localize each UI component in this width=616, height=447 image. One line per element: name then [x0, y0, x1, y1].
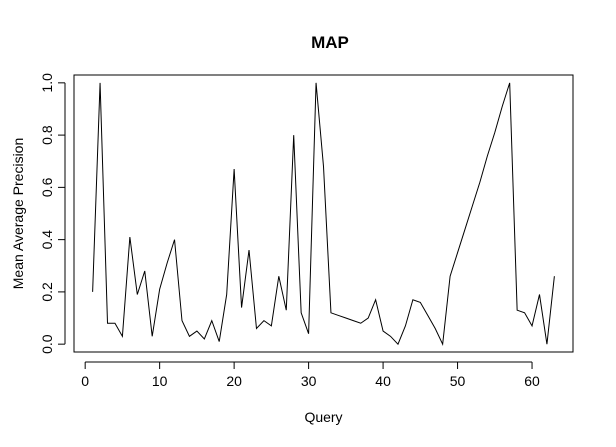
- y-axis: 0.0 0.2 0.4 0.6 0.8 1.0: [39, 73, 66, 354]
- x-axis: 0 10 20 30 40 50 60: [81, 361, 540, 389]
- x-tick-label: 60: [524, 373, 540, 389]
- x-tick-label: 50: [450, 373, 466, 389]
- y-tick-label: 0.4: [39, 230, 55, 250]
- x-tick-label: 40: [375, 373, 391, 389]
- y-tick-label: 0.0: [39, 334, 55, 354]
- y-tick-label: 1.0: [39, 73, 55, 93]
- series-line: [92, 82, 555, 346]
- y-tick-label: 0.6: [39, 177, 55, 197]
- x-tick-label: 0: [81, 373, 89, 389]
- x-tick-label: 30: [301, 373, 317, 389]
- x-tick-label: 20: [226, 373, 242, 389]
- x-axis-label: Query: [304, 409, 342, 425]
- y-tick-label: 0.8: [39, 125, 55, 145]
- plot-frame: [73, 74, 574, 353]
- y-tick-label: 0.2: [39, 282, 55, 302]
- x-tick-label: 10: [152, 373, 168, 389]
- chart-title: MAP: [311, 33, 349, 52]
- y-axis-label: Mean Average Precision: [10, 138, 26, 290]
